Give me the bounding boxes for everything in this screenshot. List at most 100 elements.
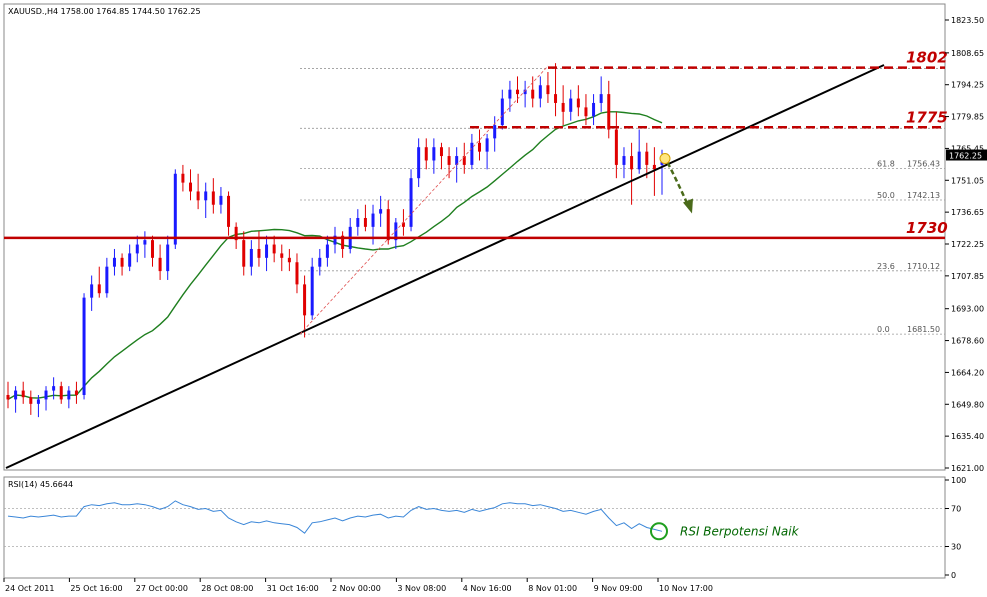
current-price-box <box>946 149 987 161</box>
rsi-highlight-circle <box>650 522 668 541</box>
candle-body <box>622 156 626 165</box>
time-tick-label: 2 Nov 00:00 <box>332 584 381 593</box>
candle-body <box>561 102 565 112</box>
candle-body <box>455 156 459 165</box>
level-label-1775: 1775 <box>906 108 948 126</box>
candle-body <box>417 147 421 179</box>
candle-body <box>97 284 101 294</box>
candle-body <box>477 142 481 152</box>
candle-body <box>493 125 497 139</box>
candle-body <box>52 386 56 391</box>
candle-body <box>371 213 375 227</box>
candle-body <box>173 173 177 245</box>
fib-price-label: 1681.50 <box>907 325 940 334</box>
candle-body <box>128 253 132 267</box>
rsi-series: 100 70 30 0 RSI Berpotensi Naik <box>4 476 966 580</box>
candle-body <box>90 284 94 298</box>
price-tick-label: 1779.85 <box>951 113 984 122</box>
candle-body <box>211 191 215 205</box>
candle-body <box>576 98 580 108</box>
time-tick-label: 9 Nov 09:00 <box>594 584 643 593</box>
candle-body <box>409 178 413 227</box>
rsi-tick-label: 0 <box>951 571 956 580</box>
candle-body <box>158 257 162 272</box>
price-tick-label: 1794.25 <box>951 81 984 90</box>
candle-body <box>379 209 383 214</box>
price-tick-label: 1693.00 <box>951 305 984 314</box>
time-tick-label: 4 Nov 16:00 <box>463 584 512 593</box>
candle-body <box>135 244 139 254</box>
time-tick-label: 27 Oct 00:00 <box>136 584 188 593</box>
candle-body <box>546 85 550 95</box>
price-tick-label: 1736.65 <box>951 208 984 217</box>
candle-body <box>295 262 299 285</box>
candle-body <box>356 218 360 227</box>
price-tick-label: 1765.45 <box>951 144 984 153</box>
time-tick-label: 8 Nov 01:00 <box>528 584 577 593</box>
rsi-annotation: RSI Berpotensi Naik <box>680 524 800 538</box>
candle-body <box>439 147 443 157</box>
fib-price-label: 1742.13 <box>907 191 940 200</box>
rsi-tick-label: 100 <box>951 476 966 485</box>
time-tick-label: 28 Oct 08:00 <box>201 584 253 593</box>
candle-body <box>447 156 451 165</box>
candle-body <box>280 253 284 258</box>
candle-body <box>325 244 329 258</box>
candle-body <box>112 257 116 267</box>
uptrend-line <box>5 64 885 469</box>
candle-body <box>341 235 345 249</box>
candle-body <box>470 142 474 165</box>
candle-body <box>6 394 10 400</box>
candle-body <box>584 107 588 117</box>
time-tick-label: 3 Nov 08:00 <box>397 584 446 593</box>
candle-body <box>67 390 71 400</box>
candle-body <box>59 386 63 400</box>
time-tick-label: 10 Nov 17:00 <box>659 584 713 593</box>
candle-body <box>523 89 527 95</box>
star-marker <box>659 153 671 165</box>
price-tick-label: 1707.85 <box>951 272 984 281</box>
time-axis: 24 Oct 2011 25 Oct 16:00 27 Oct 00:00 28 Oc… <box>3 578 713 593</box>
price-tick-label: 1823.50 <box>951 16 984 25</box>
drawn-lines: 1802 1775 1730 <box>4 49 948 469</box>
candle-body <box>645 151 649 165</box>
rsi-panel-frame <box>3 476 946 579</box>
candle-body <box>516 89 520 95</box>
candle-body <box>318 257 322 267</box>
candle-body <box>637 151 641 170</box>
candle-body <box>363 218 367 227</box>
candle-body <box>432 147 436 161</box>
fib-retracement-trendline <box>299 65 549 335</box>
price-tick-label: 1664.20 <box>951 368 984 377</box>
candle-body <box>554 94 558 103</box>
candle-body <box>287 257 291 263</box>
candle-body <box>196 191 200 201</box>
candle-body <box>303 284 307 316</box>
candle-body <box>14 390 18 400</box>
candle-body <box>538 85 542 99</box>
candle-body <box>630 156 634 170</box>
candle-body <box>257 248 261 258</box>
candle-body <box>462 156 466 165</box>
candle-body <box>219 195 223 205</box>
rsi-label: RSI(14) 45.6644 <box>8 480 73 489</box>
candle-body <box>249 248 253 267</box>
candle-body <box>150 240 154 258</box>
price-tick-label: 1621.00 <box>951 464 984 473</box>
candle-body <box>189 182 193 192</box>
candle-body <box>531 89 535 99</box>
fib-price-label: 1710.12 <box>907 262 940 271</box>
candle-body <box>21 390 25 398</box>
time-tick-label: 31 Oct 16:00 <box>267 584 319 593</box>
time-tick-label: 25 Oct 16:00 <box>70 584 122 593</box>
candle-body <box>599 94 603 103</box>
fib-price-label: 1756.43 <box>907 159 940 168</box>
candle-body <box>204 191 208 201</box>
candle-body <box>333 235 337 245</box>
price-tick-label: 1751.05 <box>951 176 984 185</box>
level-label-1802: 1802 <box>906 49 948 67</box>
price-tick-label: 1722.25 <box>951 240 984 249</box>
candle-body <box>500 98 504 126</box>
candle-body <box>310 266 314 316</box>
